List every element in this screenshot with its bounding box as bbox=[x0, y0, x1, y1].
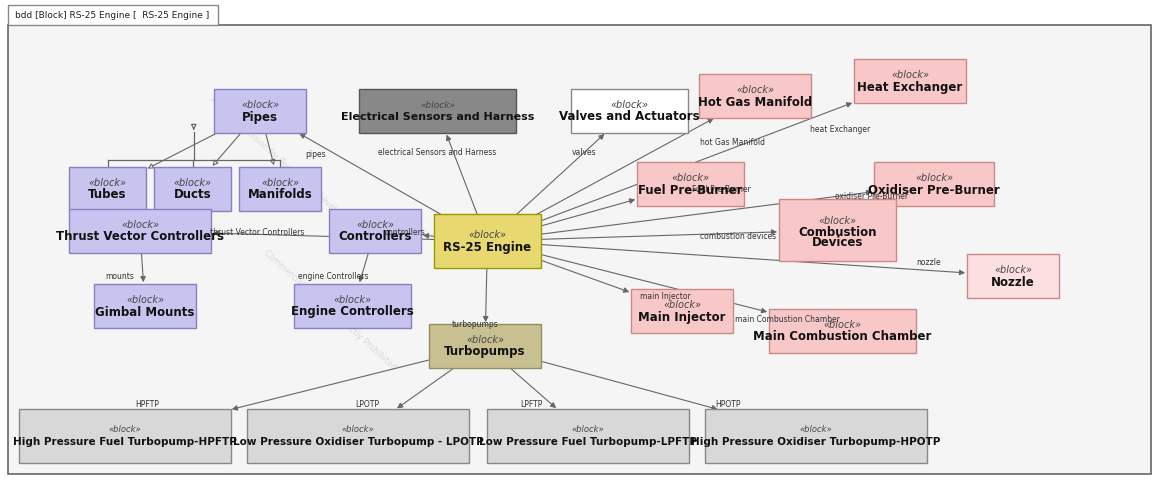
Text: Electrical Sensors and Harness: Electrical Sensors and Harness bbox=[341, 112, 534, 122]
FancyBboxPatch shape bbox=[154, 167, 231, 211]
Text: «block»: «block» bbox=[663, 300, 701, 310]
FancyBboxPatch shape bbox=[19, 409, 231, 463]
Text: main Injector: main Injector bbox=[640, 292, 691, 301]
FancyBboxPatch shape bbox=[486, 409, 688, 463]
Text: «block»: «block» bbox=[800, 426, 832, 434]
Text: turbopumps: turbopumps bbox=[452, 320, 499, 329]
Text: «block»: «block» bbox=[341, 426, 374, 434]
Text: Oxidiser Pre-Burner: Oxidiser Pre-Burner bbox=[868, 184, 1000, 197]
Text: Devices: Devices bbox=[812, 236, 863, 249]
Text: Fuel Pre-Burner: Fuel Pre-Burner bbox=[639, 184, 743, 197]
FancyBboxPatch shape bbox=[434, 214, 541, 268]
Text: Engine Controllers: Engine Controllers bbox=[291, 306, 413, 319]
Text: «block»: «block» bbox=[241, 100, 279, 110]
Text: «block»: «block» bbox=[333, 295, 372, 305]
Text: hot Gas Manifold: hot Gas Manifold bbox=[700, 138, 765, 147]
Text: Pipes: Pipes bbox=[241, 110, 277, 123]
Text: HPOTP: HPOTP bbox=[715, 400, 741, 409]
Text: Academic Version for Technology Development: Academic Version for Technology Developm… bbox=[208, 95, 362, 235]
Text: «block»: «block» bbox=[127, 295, 164, 305]
Text: «block»: «block» bbox=[571, 426, 605, 434]
Text: Low Pressure Oxidiser Turbopump - LPOTP: Low Pressure Oxidiser Turbopump - LPOTP bbox=[232, 437, 483, 447]
Text: bdd [Block] RS-25 Engine [  RS-25 Engine ]: bdd [Block] RS-25 Engine [ RS-25 Engine … bbox=[15, 12, 209, 21]
Text: Controllers: Controllers bbox=[338, 230, 412, 243]
Text: Hot Gas Manifold: Hot Gas Manifold bbox=[698, 95, 813, 108]
FancyBboxPatch shape bbox=[637, 162, 744, 206]
Text: «block»: «block» bbox=[469, 230, 506, 240]
FancyBboxPatch shape bbox=[68, 209, 211, 253]
Text: Valves and Actuators: Valves and Actuators bbox=[560, 110, 700, 123]
Text: heat Exchanger: heat Exchanger bbox=[810, 125, 871, 134]
FancyBboxPatch shape bbox=[329, 209, 421, 253]
Text: engine Controllers: engine Controllers bbox=[298, 272, 368, 281]
Text: «block»: «block» bbox=[611, 100, 649, 110]
Text: «block»: «block» bbox=[356, 220, 394, 230]
Text: Manifolds: Manifolds bbox=[247, 188, 312, 201]
Text: Gimbal Mounts: Gimbal Mounts bbox=[95, 306, 195, 319]
FancyBboxPatch shape bbox=[68, 167, 146, 211]
Text: electrical Sensors and Harness: electrical Sensors and Harness bbox=[378, 148, 496, 157]
Text: pipes: pipes bbox=[305, 150, 325, 159]
FancyBboxPatch shape bbox=[359, 89, 515, 133]
Text: LPFTP: LPFTP bbox=[520, 400, 542, 409]
Text: HPFTP: HPFTP bbox=[135, 400, 159, 409]
FancyBboxPatch shape bbox=[630, 289, 733, 333]
Text: High Pressure Oxidiser Turbopump-HPOTP: High Pressure Oxidiser Turbopump-HPOTP bbox=[691, 437, 940, 447]
FancyBboxPatch shape bbox=[239, 167, 320, 211]
Text: combustion devices: combustion devices bbox=[700, 232, 776, 241]
Bar bbox=[8, 5, 218, 25]
Text: «block»: «block» bbox=[736, 85, 774, 95]
Text: Commercial Services is strictly Prohibited: Commercial Services is strictly Prohibit… bbox=[262, 248, 398, 372]
Text: controllers: controllers bbox=[385, 228, 426, 237]
Text: Main Combustion Chamber: Main Combustion Chamber bbox=[753, 331, 931, 344]
FancyBboxPatch shape bbox=[571, 89, 688, 133]
FancyBboxPatch shape bbox=[294, 284, 411, 328]
Text: «block»: «block» bbox=[671, 173, 709, 183]
Text: thrust Vector Controllers: thrust Vector Controllers bbox=[210, 228, 304, 237]
Text: Heat Exchanger: Heat Exchanger bbox=[857, 80, 962, 94]
Text: Thrust Vector Controllers: Thrust Vector Controllers bbox=[56, 230, 224, 243]
FancyBboxPatch shape bbox=[779, 199, 896, 261]
Text: «block»: «block» bbox=[173, 178, 211, 188]
Text: «block»: «block» bbox=[819, 216, 857, 226]
FancyBboxPatch shape bbox=[94, 284, 196, 328]
FancyBboxPatch shape bbox=[214, 89, 307, 133]
FancyBboxPatch shape bbox=[769, 309, 916, 353]
FancyBboxPatch shape bbox=[854, 59, 966, 103]
Text: «block»: «block» bbox=[121, 220, 159, 230]
Text: Low Pressure Fuel Turbopump-LPFTP: Low Pressure Fuel Turbopump-LPFTP bbox=[479, 437, 697, 447]
Text: «block»: «block» bbox=[466, 335, 504, 345]
Text: Tubes: Tubes bbox=[88, 188, 127, 201]
Text: valves: valves bbox=[572, 148, 597, 157]
Text: main Combustion Chamber: main Combustion Chamber bbox=[735, 315, 839, 324]
Text: Combustion: Combustion bbox=[799, 226, 877, 239]
Text: mounts: mounts bbox=[104, 272, 134, 281]
Text: Nozzle: Nozzle bbox=[991, 276, 1034, 289]
Text: «block»: «block» bbox=[890, 70, 929, 80]
FancyBboxPatch shape bbox=[705, 409, 926, 463]
FancyBboxPatch shape bbox=[874, 162, 994, 206]
Text: «block»: «block» bbox=[261, 178, 300, 188]
Text: High Pressure Fuel Turbopump-HPFTP: High Pressure Fuel Turbopump-HPFTP bbox=[13, 437, 237, 447]
Text: nozzle: nozzle bbox=[916, 258, 940, 267]
Text: Fuel Pre-Burner: Fuel Pre-Burner bbox=[692, 185, 751, 194]
Text: Ducts: Ducts bbox=[174, 188, 211, 201]
Text: Turbopumps: Turbopumps bbox=[445, 346, 526, 359]
FancyBboxPatch shape bbox=[699, 74, 812, 118]
Text: Main Injector: Main Injector bbox=[639, 310, 726, 323]
Text: «block»: «block» bbox=[420, 101, 455, 109]
Text: oxidiser Pre-Burner: oxidiser Pre-Burner bbox=[835, 192, 908, 201]
Text: «block»: «block» bbox=[915, 173, 953, 183]
FancyBboxPatch shape bbox=[247, 409, 469, 463]
FancyBboxPatch shape bbox=[967, 254, 1059, 298]
Text: LPOTP: LPOTP bbox=[355, 400, 378, 409]
Text: «block»: «block» bbox=[109, 426, 142, 434]
Text: RS-25 Engine: RS-25 Engine bbox=[444, 241, 532, 254]
Text: «block»: «block» bbox=[994, 265, 1032, 275]
FancyBboxPatch shape bbox=[430, 324, 541, 368]
Text: «block»: «block» bbox=[88, 178, 127, 188]
Text: «block»: «block» bbox=[823, 320, 861, 330]
